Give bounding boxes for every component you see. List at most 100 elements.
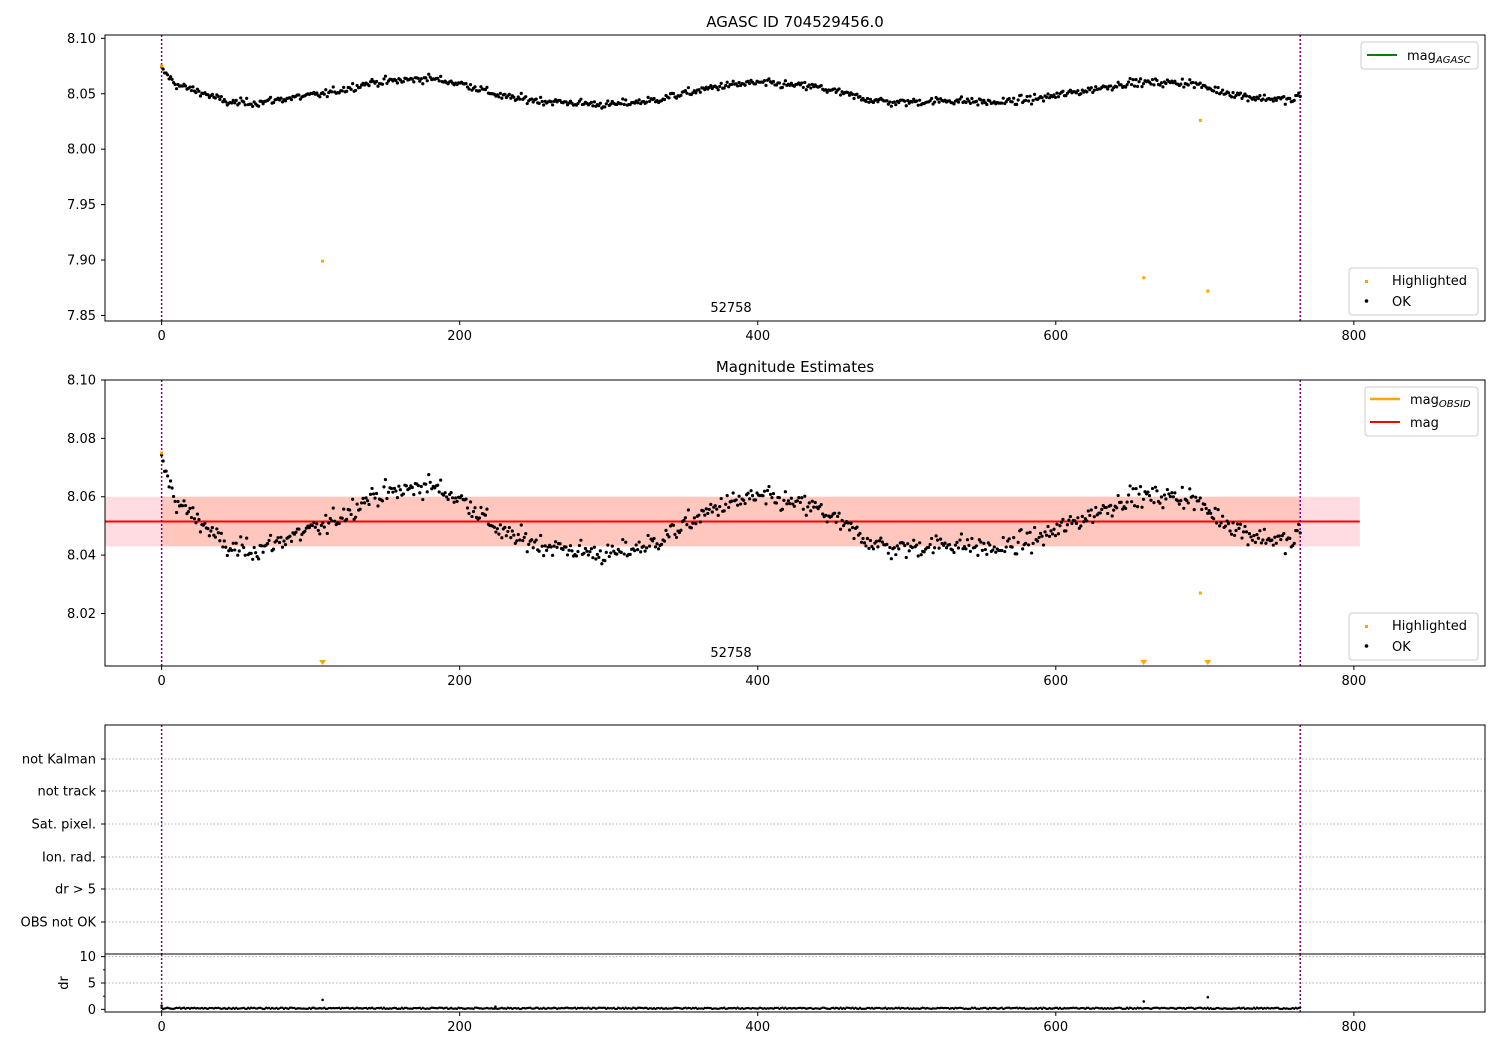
- agasc-legend-lines: magAGASC: [1360, 41, 1479, 70]
- agasc-ok-point: [219, 94, 223, 99]
- agasc-ok-point: [1161, 85, 1165, 89]
- magnitude-ok-point: [1182, 506, 1186, 510]
- magnitude-ok-point: [553, 540, 558, 544]
- magnitude-ok-point: [1171, 495, 1175, 499]
- agasc-ok-point: [374, 79, 379, 84]
- magnitude-ok-point: [349, 512, 353, 517]
- magnitude-ok-point: [1015, 552, 1019, 556]
- magnitude-ok-point: [316, 528, 320, 533]
- magnitude-ok-point: [967, 543, 971, 547]
- magnitude-ok-point: [922, 550, 926, 554]
- agasc-ok-point: [524, 95, 528, 99]
- magnitude-ok-point: [1035, 539, 1040, 543]
- magnitude-ok-point: [274, 539, 279, 543]
- magnitude-ok-point: [1065, 523, 1070, 527]
- magnitude-ok-point: [838, 527, 843, 531]
- dr-xtick-label: 400: [745, 1020, 770, 1035]
- magnitude-ok-point: [518, 538, 522, 542]
- magnitude-ok-point: [1165, 487, 1169, 492]
- magnitude-ok-point: [1176, 499, 1180, 503]
- magnitude-ok-point: [858, 531, 862, 536]
- agasc-ok-point: [937, 100, 941, 104]
- magnitude-ok-point: [591, 556, 595, 560]
- magnitude-ok-point: [1037, 535, 1041, 540]
- agasc-highlighted-point: [160, 64, 164, 68]
- magnitude-ok-point: [1277, 534, 1281, 538]
- magnitude-highlighted-point: [1198, 591, 1202, 595]
- agasc-ok-point: [1191, 80, 1195, 85]
- agasc-ok-point: [716, 88, 720, 92]
- magnitude-ok-point: [1258, 529, 1262, 533]
- magnitude-ok-point: [771, 492, 776, 496]
- magnitude-ok-point: [765, 488, 770, 493]
- agasc-ok-point: [1030, 102, 1034, 106]
- magnitude-ok-point: [824, 513, 828, 517]
- magnitude-ok-point: [1261, 538, 1265, 542]
- magnitude-ok-point: [1146, 490, 1150, 494]
- agasc-ok-point: [719, 81, 723, 85]
- magnitude-ok-point: [598, 549, 602, 553]
- magnitude-ok-point: [985, 552, 989, 556]
- magnitude-ok-point: [1052, 527, 1056, 531]
- agasc-ok-point: [916, 103, 920, 107]
- magnitude-ok-point: [753, 498, 758, 502]
- agasc-ok-point: [1253, 98, 1258, 102]
- agasc-ok-point: [1015, 102, 1019, 106]
- agasc-ok-point: [234, 98, 238, 102]
- magnitude-ok-point: [1243, 524, 1247, 529]
- agasc-ok-point: [519, 91, 523, 96]
- magnitude-ok-point: [257, 557, 261, 561]
- magnitude-panel-title: Magnitude Estimates: [716, 358, 874, 376]
- agasc-ok-point: [512, 95, 516, 99]
- agasc-ok-point: [221, 100, 225, 104]
- magnitude-ok-point: [647, 544, 652, 548]
- agasc-ok-point: [1273, 96, 1277, 100]
- magnitude-out-of-range-marker: [1140, 660, 1148, 665]
- magnitude-ok-point: [165, 474, 170, 478]
- magnitude-ok-point: [868, 538, 873, 543]
- agasc-ok-point: [331, 85, 335, 89]
- magnitude-ok-point: [540, 544, 544, 548]
- agasc-ok-point: [1212, 89, 1216, 93]
- magnitude-ok-point: [991, 548, 995, 552]
- magnitude-ok-point: [527, 542, 531, 546]
- magnitude-ok-point: [1298, 531, 1302, 535]
- magnitude-ok-point: [236, 553, 240, 557]
- agasc-ok-point: [439, 74, 443, 78]
- magnitude-ok-point: [313, 525, 317, 529]
- agasc-ok-point: [416, 76, 420, 81]
- magnitude-ok-point: [850, 526, 855, 530]
- agasc-ok-point: [1261, 97, 1265, 101]
- agasc-ok-point: [1040, 96, 1044, 100]
- magnitude-ok-point: [768, 492, 773, 496]
- magnitude-ok-point: [389, 486, 394, 491]
- magnitude-ok-point: [321, 521, 325, 525]
- magnitude-ok-point: [251, 557, 255, 561]
- agasc-highlighted-point: [321, 259, 325, 263]
- magnitude-ok-point: [673, 532, 677, 536]
- magnitude-ok-point: [345, 517, 349, 521]
- agasc-ok-point: [279, 96, 283, 100]
- magnitude-ok-point: [1112, 508, 1116, 512]
- magnitude-ok-point: [240, 543, 244, 547]
- magnitude-ok-point: [710, 510, 714, 514]
- magnitude-ok-point: [1198, 496, 1202, 500]
- agasc-ok-point: [1116, 80, 1120, 84]
- magnitude-ok-point: [271, 547, 276, 551]
- agasc-ok-point: [261, 102, 265, 106]
- magnitude-ok-point: [897, 547, 901, 551]
- agasc-ok-point: [218, 97, 222, 101]
- magnitude-ok-point: [183, 503, 188, 508]
- magnitude-ok-point: [537, 549, 541, 553]
- magnitude-ok-point: [607, 554, 611, 559]
- agasc-ok-point: [1001, 96, 1005, 100]
- magnitude-ok-point: [983, 547, 987, 552]
- agasc-highlighted-point: [1198, 118, 1202, 122]
- magnitude-ok-point: [550, 553, 555, 557]
- agasc-ok-point: [698, 90, 702, 94]
- agasc-ok-point: [497, 95, 501, 99]
- magnitude-ok-point: [1058, 524, 1062, 528]
- agasc-ok-point: [1256, 96, 1261, 101]
- agasc-ok-point: [824, 88, 828, 92]
- agasc-ok-point: [718, 84, 722, 89]
